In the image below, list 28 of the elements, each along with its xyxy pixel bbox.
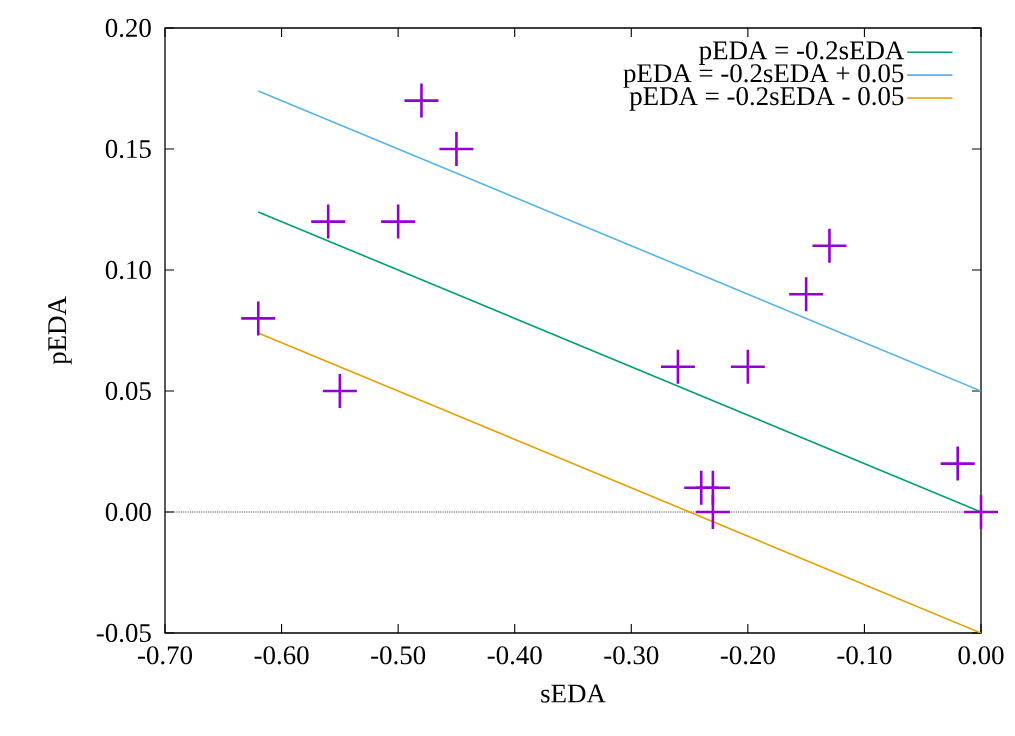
point [404, 83, 439, 118]
x-tick-label: -0.10 [837, 646, 892, 665]
y-tick-label: 0.15 [105, 139, 151, 159]
point [660, 349, 695, 384]
y-tick-label: 0.05 [105, 381, 151, 401]
x-tick-label: -0.40 [487, 646, 542, 665]
point [730, 349, 765, 384]
y-tick-label: 0.10 [105, 260, 151, 280]
y-tick-label: 0.20 [105, 18, 151, 38]
legend-label: pEDA = -0.2sEDA - 0.05 [629, 87, 904, 111]
x-tick-label: -0.20 [720, 646, 775, 665]
point [311, 204, 346, 239]
point [439, 132, 474, 166]
point [241, 301, 276, 336]
x-tick-label: -0.50 [371, 646, 426, 665]
point [940, 446, 975, 481]
x-tick-label: -0.70 [137, 646, 192, 665]
legend-label: pEDA = -0.2sEDA [699, 41, 905, 65]
x-tick-label: -0.60 [254, 646, 309, 665]
y-axis-title: pEDA [48, 296, 72, 365]
y-tick-label: -0.05 [96, 623, 151, 643]
legend-label: pEDA = -0.2sEDA + 0.05 [623, 64, 904, 88]
point [812, 228, 847, 263]
y-tick-label: 0.00 [105, 502, 151, 522]
point [381, 204, 416, 239]
x-tick-label: 0.00 [958, 646, 1004, 665]
x-axis-title: sEDA [541, 684, 606, 703]
x-tick-label: -0.30 [604, 646, 659, 665]
